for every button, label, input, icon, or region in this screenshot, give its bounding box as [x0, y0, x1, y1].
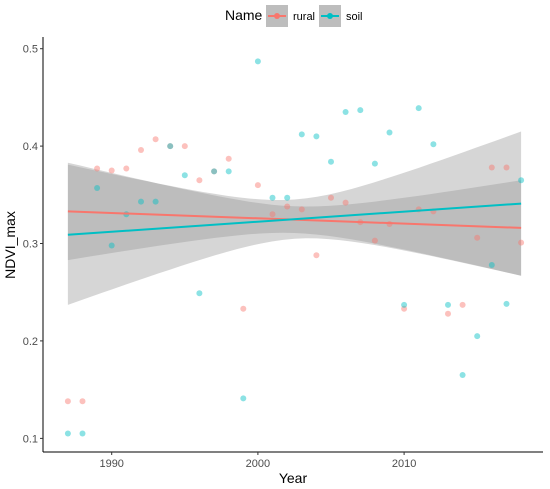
- point-soil: [269, 194, 276, 201]
- point-rural: [401, 305, 408, 312]
- x-axis-label: Year: [279, 470, 308, 486]
- point-soil: [211, 168, 218, 175]
- y-axis-label: NDVI_max: [2, 211, 18, 279]
- y-tick-label: 0.3: [23, 239, 38, 251]
- point-soil: [254, 58, 261, 65]
- point-soil: [181, 172, 188, 179]
- point-soil: [167, 143, 174, 150]
- trend-line-soil: [67, 202, 522, 236]
- point-rural: [167, 143, 174, 150]
- point-rural: [503, 164, 510, 171]
- point-rural: [225, 155, 232, 162]
- point-soil: [459, 372, 466, 378]
- legend-point-rural: [274, 13, 280, 19]
- point-rural: [488, 164, 495, 171]
- point-rural: [108, 167, 115, 174]
- point-soil: [371, 160, 378, 167]
- y-tick-label: 0.4: [23, 141, 38, 153]
- x-ticks: 1990 2000 2010: [99, 452, 416, 470]
- point-rural: [152, 136, 159, 143]
- point-soil: [225, 168, 232, 175]
- axes: [42, 37, 543, 453]
- point-soil: [152, 198, 159, 205]
- point-rural: [211, 168, 218, 175]
- point-rural: [254, 182, 261, 189]
- point-soil: [196, 290, 203, 297]
- point-rural: [518, 239, 525, 246]
- point-soil: [284, 194, 291, 201]
- point-rural: [284, 203, 291, 210]
- x-tick-label: 2010: [392, 458, 416, 470]
- point-soil: [474, 333, 481, 340]
- point-soil: [298, 131, 305, 138]
- point-soil: [240, 395, 247, 402]
- point-rural: [445, 310, 451, 317]
- point-soil: [415, 105, 422, 112]
- point-rural: [138, 147, 144, 153]
- legend-title: Name: [225, 7, 263, 23]
- point-rural: [313, 252, 320, 259]
- point-rural: [240, 305, 247, 312]
- point-rural: [371, 237, 378, 244]
- x-tick-label: 1990: [99, 458, 123, 470]
- legend-label-soil: soil: [346, 11, 363, 23]
- point-soil: [488, 262, 495, 268]
- point-soil: [445, 301, 451, 308]
- point-soil: [357, 107, 364, 114]
- legend-label-rural: rural: [293, 11, 315, 23]
- point-rural: [342, 199, 349, 206]
- y-tick-label: 0.5: [23, 44, 38, 56]
- legend: Name rural soil: [225, 5, 363, 27]
- point-rural: [459, 301, 466, 308]
- point-rural: [79, 398, 86, 405]
- point-rural: [196, 177, 203, 184]
- point-soil: [328, 158, 334, 165]
- point-soil: [386, 129, 393, 136]
- y-ticks: 0.1 0.2 0.3 0.4 0.5: [23, 44, 43, 445]
- point-rural: [64, 398, 71, 405]
- point-rural: [269, 211, 276, 218]
- point-soil: [342, 109, 349, 115]
- y-tick-label: 0.2: [23, 336, 38, 348]
- point-soil: [79, 430, 86, 437]
- point-soil: [108, 242, 115, 249]
- point-rural: [181, 143, 188, 150]
- point-soil: [503, 300, 510, 307]
- y-tick-label: 0.1: [23, 433, 38, 445]
- point-soil: [313, 133, 320, 140]
- point-rural: [474, 234, 481, 241]
- point-rural: [94, 165, 101, 172]
- point-soil: [94, 185, 101, 191]
- point-soil: [401, 301, 408, 308]
- trend-lines: [67, 202, 522, 236]
- point-rural: [328, 194, 334, 201]
- point-soil: [518, 177, 525, 184]
- point-rural: [298, 206, 305, 213]
- legend-point-soil: [327, 13, 333, 19]
- point-soil: [430, 141, 437, 148]
- point-soil: [138, 198, 144, 205]
- data-points: [64, 58, 525, 437]
- x-tick-label: 2000: [246, 458, 270, 470]
- point-soil: [64, 430, 71, 437]
- point-rural: [123, 165, 130, 172]
